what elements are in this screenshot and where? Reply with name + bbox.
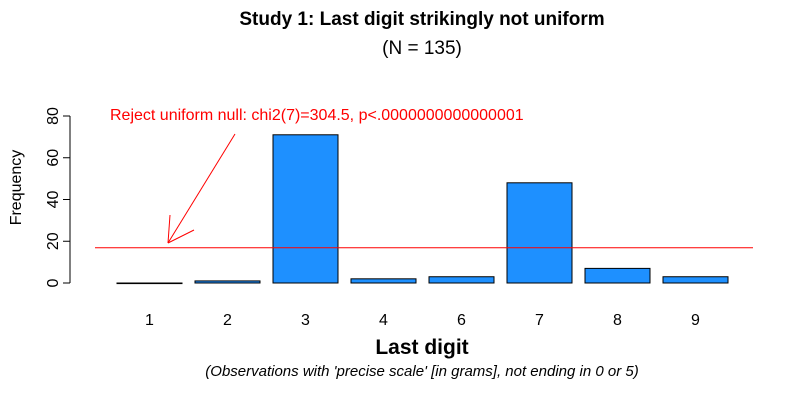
x-tick-label: 3 bbox=[301, 312, 310, 329]
x-axis-label: Last digit bbox=[375, 336, 468, 359]
x-tick-label: 2 bbox=[223, 312, 232, 329]
chart-subtitle: (N = 135) bbox=[382, 38, 462, 59]
y-tick-label: 0 bbox=[45, 278, 62, 287]
annotation-text: Reject uniform null: chi2(7)=304.5, p<.0… bbox=[110, 107, 524, 124]
y-tick-label: 60 bbox=[45, 149, 62, 167]
bar-digit-1 bbox=[116, 282, 183, 285]
bars bbox=[116, 134, 729, 285]
bar-digit-9 bbox=[662, 276, 729, 284]
chart-title: Study 1: Last digit strikingly not unifo… bbox=[239, 9, 604, 30]
annotation-arrow-shaft bbox=[167, 133, 236, 244]
annotation-arrow-head-left bbox=[167, 214, 171, 244]
x-tick-label: 4 bbox=[379, 312, 388, 329]
y-axis-label: Frequency bbox=[8, 150, 25, 226]
annotation-arrow-head-right bbox=[167, 229, 195, 244]
footnote: (Observations with 'precise scale' [in g… bbox=[205, 363, 638, 380]
x-tick-labels: 1 2 3 4 6 7 8 9 bbox=[145, 312, 700, 329]
x-tick-label: 9 bbox=[691, 312, 700, 329]
bar-digit-8 bbox=[584, 267, 651, 284]
annotation: Reject uniform null: chi2(7)=304.5, p<.0… bbox=[110, 107, 524, 244]
bar-digit-4 bbox=[350, 278, 417, 284]
bar-digit-6 bbox=[428, 276, 495, 284]
x-tick-label: 8 bbox=[613, 312, 622, 329]
bar-digit-2 bbox=[194, 280, 261, 284]
bar-digit-3 bbox=[272, 134, 339, 284]
x-tick-label: 6 bbox=[457, 312, 466, 329]
y-tick-label: 40 bbox=[45, 191, 62, 209]
x-tick-label: 1 bbox=[145, 312, 154, 329]
bar-digit-7 bbox=[506, 182, 573, 284]
y-axis: 0 20 40 60 80 bbox=[45, 107, 71, 287]
y-tick-label: 20 bbox=[45, 232, 62, 250]
x-tick-label: 7 bbox=[535, 312, 544, 329]
y-tick-label: 80 bbox=[45, 107, 62, 125]
